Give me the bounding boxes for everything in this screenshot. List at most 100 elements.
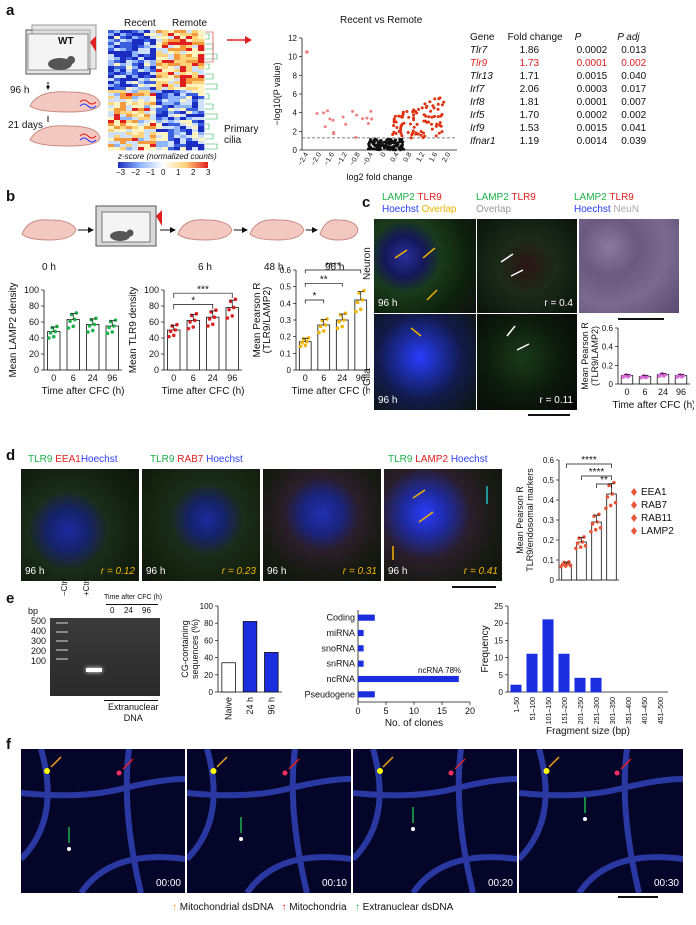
heatmap-cell — [198, 129, 205, 133]
heatmap-cell — [138, 42, 145, 46]
zscore-colorbar — [118, 162, 208, 168]
y-tick-label: 0.4 — [543, 496, 555, 505]
data-point — [214, 308, 218, 312]
heatmap-cell — [198, 120, 205, 124]
volcano-point-up — [414, 132, 418, 136]
c3-neun: NeuN — [613, 204, 640, 215]
data-point — [357, 291, 361, 295]
heatmap-cell — [132, 72, 139, 76]
gel-ladder-label: 200 — [30, 646, 46, 656]
heatmap-cell — [180, 33, 187, 37]
heatmap-cell — [186, 135, 193, 139]
heatmap-cell — [138, 138, 145, 142]
heatmap-cell — [126, 108, 133, 112]
timeline-b — [21, 205, 359, 247]
heatmap-cell — [150, 129, 157, 133]
volcano-point-up — [425, 120, 429, 124]
heatmap-cell — [114, 144, 121, 148]
c1-tlr9: TLR9 — [417, 192, 442, 203]
heatmap-cell — [174, 111, 181, 115]
heatmap-cell — [156, 117, 163, 121]
heatmap-cell — [138, 120, 145, 124]
heatmap-cell — [198, 87, 205, 91]
mito-dsdna-dot — [377, 768, 383, 774]
heatmap-cell — [120, 75, 127, 79]
heatmap-cell — [108, 138, 115, 142]
heatmap-cell — [108, 39, 115, 43]
y-tick-label: 20 — [149, 349, 159, 359]
heatmap-cell — [192, 84, 199, 88]
heatmap-cell — [156, 72, 163, 76]
data-point — [590, 522, 595, 526]
heatmap-cell — [132, 87, 139, 91]
heatmap-cell — [162, 87, 169, 91]
c3-lamp2: LAMP2 — [574, 192, 607, 203]
heatmap-cell — [156, 84, 163, 88]
volcano-point-up — [433, 97, 437, 101]
heatmap-cell — [162, 72, 169, 76]
heatmap-cell — [186, 102, 193, 106]
heatmap-cell — [198, 36, 205, 40]
data-point — [68, 319, 72, 324]
heatmap-cell — [198, 42, 205, 46]
heatmap-cell — [114, 54, 121, 58]
x-tick-label: 96 — [107, 373, 117, 383]
volcano-point-down — [328, 117, 332, 121]
volcano-point-up — [421, 131, 425, 135]
data-point — [360, 298, 365, 302]
volcano-point — [382, 144, 386, 148]
legend-label: RAB11 — [641, 513, 672, 524]
x-tick-label: 6 — [71, 373, 76, 383]
heatmap-cell — [174, 48, 181, 52]
data-point — [608, 503, 613, 508]
volcano-point-up — [427, 115, 431, 119]
heatmap-cell — [192, 51, 199, 55]
heatmap-cell — [120, 72, 127, 76]
heatmap-cell — [180, 84, 187, 88]
heatmap-cell — [162, 105, 169, 109]
extranuclear-dsdna-dot — [239, 837, 243, 841]
heatmap-cell — [162, 108, 169, 112]
y-tick-label: 5 — [499, 671, 504, 680]
bar — [358, 691, 375, 698]
volcano-point-down — [305, 50, 309, 54]
heatmap-cell — [132, 48, 139, 52]
c2-tlr9: TLR9 — [511, 192, 536, 203]
heatmap-cell — [120, 120, 127, 124]
heatmap-cell — [156, 45, 163, 49]
dendrogram-branch — [205, 133, 214, 140]
heatmap-cell — [198, 30, 205, 34]
heatmap-cell — [186, 48, 193, 52]
y-tick-label: 0 — [609, 380, 614, 389]
heatmap-cell — [108, 135, 115, 139]
heatmap-cell — [198, 105, 205, 109]
heatmap-cell — [114, 141, 121, 145]
heatmap-cell — [168, 126, 175, 130]
heatmap-cell — [144, 120, 151, 124]
volcano-point-up — [432, 114, 436, 118]
heatmap-cell — [198, 39, 205, 43]
heatmap-cell — [108, 72, 115, 76]
heatmap-cell — [168, 141, 175, 145]
data-point — [71, 324, 76, 329]
sig-bracket — [173, 292, 233, 298]
heatmap-cell — [174, 39, 181, 43]
heatmap-cell — [192, 141, 199, 145]
heatmap-cell — [132, 120, 139, 124]
volcano-point-up — [421, 136, 425, 140]
heatmap-cell — [180, 96, 187, 100]
heatmap-cell — [138, 111, 145, 115]
data-point — [598, 526, 603, 530]
heatmap-cell — [144, 105, 151, 109]
zscore-title: z-score (normalized counts) — [118, 152, 217, 161]
heatmap-cell — [114, 84, 121, 88]
heatmap-cell — [198, 72, 205, 76]
x-tick-label: 0 — [51, 373, 56, 383]
data-point — [173, 328, 178, 332]
table-cell-p: 0.0001 — [576, 58, 608, 69]
heatmap-cell — [150, 75, 157, 79]
heatmap-cell — [192, 66, 199, 70]
heatmap-cell — [186, 63, 193, 67]
data-point — [317, 330, 321, 335]
heatmap-cell — [174, 138, 181, 142]
